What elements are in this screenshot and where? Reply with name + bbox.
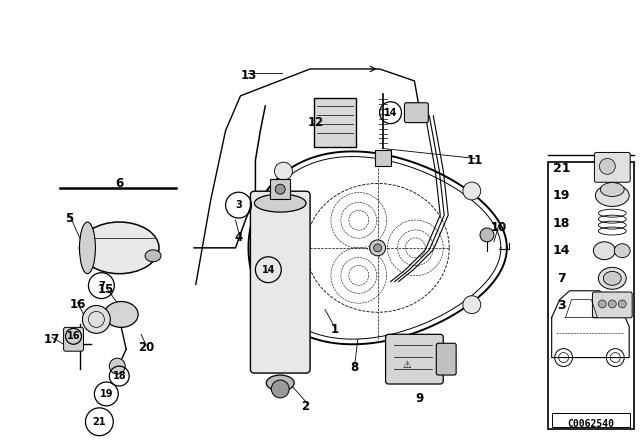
Ellipse shape <box>104 302 138 327</box>
Ellipse shape <box>598 267 626 289</box>
FancyBboxPatch shape <box>595 152 630 182</box>
Circle shape <box>370 240 385 256</box>
Text: 18: 18 <box>113 371 126 381</box>
Ellipse shape <box>595 185 629 207</box>
Text: 14: 14 <box>384 108 397 118</box>
Text: 19: 19 <box>100 389 113 399</box>
Text: 8: 8 <box>351 361 359 374</box>
Bar <box>552 413 630 426</box>
Text: 9: 9 <box>415 392 424 405</box>
Circle shape <box>463 182 481 200</box>
Text: 3: 3 <box>557 299 566 312</box>
Circle shape <box>374 244 381 252</box>
Ellipse shape <box>600 183 624 197</box>
FancyBboxPatch shape <box>593 292 632 318</box>
Bar <box>314 98 356 147</box>
Text: 10: 10 <box>491 221 507 234</box>
FancyBboxPatch shape <box>436 343 456 375</box>
Ellipse shape <box>604 271 621 285</box>
Circle shape <box>480 228 494 242</box>
Text: 11: 11 <box>467 154 483 167</box>
Text: 5: 5 <box>65 211 74 224</box>
Text: C0062540: C0062540 <box>567 419 614 429</box>
Circle shape <box>275 316 292 333</box>
Text: 16: 16 <box>69 298 86 311</box>
Text: 16: 16 <box>67 332 80 341</box>
Text: 14: 14 <box>262 265 275 275</box>
Text: 17: 17 <box>44 333 60 346</box>
Ellipse shape <box>79 222 159 274</box>
Ellipse shape <box>255 194 306 212</box>
Text: 14: 14 <box>553 244 570 257</box>
Text: 19: 19 <box>553 189 570 202</box>
Text: 2: 2 <box>301 401 309 414</box>
FancyBboxPatch shape <box>404 103 428 123</box>
Circle shape <box>271 380 289 398</box>
Circle shape <box>109 358 125 374</box>
Ellipse shape <box>614 244 630 258</box>
Circle shape <box>275 184 285 194</box>
Text: 12: 12 <box>308 116 324 129</box>
FancyBboxPatch shape <box>250 191 310 373</box>
Text: 20: 20 <box>138 341 154 354</box>
FancyBboxPatch shape <box>385 334 444 384</box>
Text: 13: 13 <box>241 69 257 82</box>
Text: 7: 7 <box>98 280 105 291</box>
Circle shape <box>618 300 626 308</box>
Bar <box>374 151 390 166</box>
Text: 3: 3 <box>235 200 242 210</box>
Circle shape <box>463 296 481 314</box>
Bar <box>548 162 634 429</box>
Circle shape <box>598 300 606 308</box>
Text: 21: 21 <box>553 162 570 175</box>
Ellipse shape <box>266 375 294 391</box>
Ellipse shape <box>79 222 95 274</box>
Bar <box>270 179 290 199</box>
Circle shape <box>609 300 616 308</box>
Ellipse shape <box>145 250 161 262</box>
Text: 1: 1 <box>331 323 339 336</box>
Circle shape <box>600 159 615 174</box>
Text: 6: 6 <box>115 177 124 190</box>
Ellipse shape <box>593 242 615 260</box>
Text: 21: 21 <box>93 417 106 427</box>
Circle shape <box>83 306 110 333</box>
Text: 15: 15 <box>98 283 115 296</box>
Text: 4: 4 <box>234 232 243 245</box>
Text: ⚠: ⚠ <box>402 360 411 370</box>
Text: 18: 18 <box>553 217 570 230</box>
FancyBboxPatch shape <box>63 327 83 351</box>
Text: 7: 7 <box>557 272 566 285</box>
Circle shape <box>275 162 292 180</box>
